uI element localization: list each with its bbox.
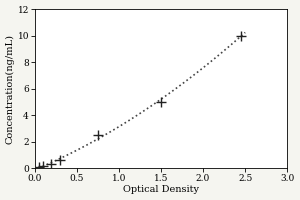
- Y-axis label: Concentration(ng/mL): Concentration(ng/mL): [6, 34, 15, 144]
- X-axis label: Optical Density: Optical Density: [123, 185, 199, 194]
